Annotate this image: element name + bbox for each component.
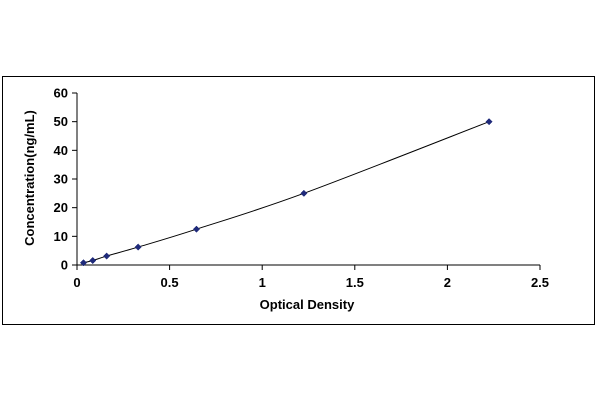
chart-frame <box>2 76 595 325</box>
x-tick-label: 2 <box>444 275 451 290</box>
x-axis-title: Optical Density <box>260 297 355 312</box>
data-point <box>192 225 201 233</box>
data-point <box>89 256 97 265</box>
y-tick-label: 60 <box>54 86 68 101</box>
data-point <box>79 259 88 267</box>
y-axis-title: Concentration(ng/mL) <box>22 110 37 246</box>
x-tick-label: 0.5 <box>161 275 179 290</box>
y-tick-label: 20 <box>54 200 68 215</box>
x-tick-label: 2.5 <box>531 275 549 290</box>
y-tick-label: 40 <box>54 143 68 158</box>
data-point <box>485 118 493 126</box>
y-tick-label: 10 <box>54 229 68 244</box>
x-tick-label: 1.5 <box>346 275 364 290</box>
data-point <box>300 189 308 197</box>
y-tick-label: 30 <box>54 172 68 187</box>
data-point <box>134 243 142 251</box>
y-tick-label: 0 <box>61 258 68 273</box>
data-point <box>103 252 111 260</box>
x-tick-label: 1 <box>259 275 266 290</box>
y-tick-label: 50 <box>54 114 68 129</box>
x-tick-label: 0 <box>73 275 80 290</box>
